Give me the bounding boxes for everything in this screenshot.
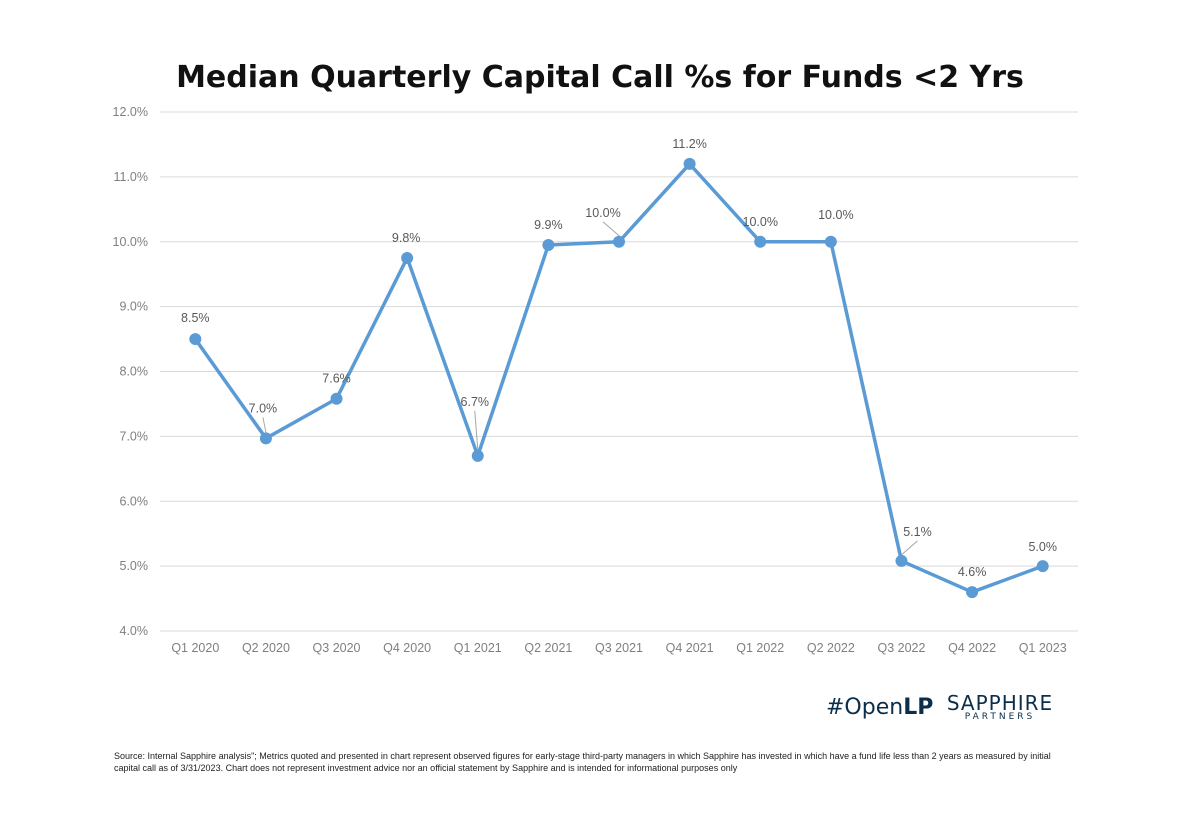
data-point — [824, 235, 837, 248]
data-point — [542, 238, 555, 251]
gridlines — [160, 111, 1078, 632]
x-tick-label: Q1 2020 — [171, 641, 219, 655]
sapphire-logo-name: SAPPHIRE — [947, 691, 1053, 715]
data-point — [471, 449, 484, 462]
y-axis-ticks: 4.0% 5.0% 6.0% 7.0% 8.0% 9.0% 10.0% 11.0% 12.0% — [113, 105, 148, 638]
leader-lines — [262, 221, 918, 556]
data-label: 9.8% — [392, 231, 421, 245]
svg-text:#OpenLP: #OpenLP — [826, 695, 933, 720]
x-tick-label: Q3 2022 — [877, 641, 925, 655]
y-tick-label: 4.0% — [120, 624, 149, 638]
sapphire-logo: SAPPHIRE PARTNERS — [947, 691, 1053, 722]
source-note: Source: Internal Sapphire analysis"; Met… — [114, 751, 1051, 773]
x-tick-label: Q3 2021 — [595, 641, 643, 655]
x-tick-label: Q1 2023 — [1019, 641, 1067, 655]
y-tick-label: 7.0% — [120, 429, 149, 443]
y-tick-label: 8.0% — [120, 365, 149, 379]
data-point — [1036, 560, 1049, 573]
data-label: 7.6% — [322, 372, 351, 386]
y-tick-label: 11.0% — [113, 170, 148, 184]
data-label: 5.0% — [1028, 540, 1057, 554]
x-tick-label: Q2 2020 — [242, 641, 290, 655]
data-label: 11.2% — [672, 137, 707, 151]
data-label: 7.0% — [249, 401, 278, 415]
data-point — [259, 432, 272, 445]
x-tick-label: Q2 2022 — [807, 641, 855, 655]
data-point — [966, 586, 979, 599]
x-tick-label: Q1 2021 — [454, 641, 502, 655]
y-tick-label: 9.0% — [120, 300, 149, 314]
data-point — [189, 333, 202, 346]
leader-line — [901, 540, 918, 556]
data-label: 5.1% — [903, 525, 932, 539]
data-label: 10.0% — [585, 206, 620, 220]
leader-line — [602, 221, 620, 237]
data-labels: 8.5% 7.0% 7.6% 9.8% 6.7% 9.9% 10.0% 11.2% 10.0% 1… — [181, 137, 1057, 579]
data-label: 9.9% — [534, 218, 563, 232]
x-tick-label: Q4 2020 — [383, 641, 431, 655]
data-point — [401, 251, 414, 264]
y-tick-label: 5.0% — [120, 559, 149, 573]
x-tick-label: Q1 2022 — [736, 641, 784, 655]
openlp-logo-bold: LP — [903, 695, 933, 720]
openlp-logo: #OpenLP — [826, 695, 933, 720]
leader-line — [474, 410, 479, 450]
data-label: 10.0% — [743, 215, 778, 229]
data-point — [613, 235, 625, 248]
chart-title: Median Quarterly Capital Call %s for Fun… — [176, 60, 1024, 95]
y-tick-label: 10.0% — [113, 235, 148, 249]
y-tick-label: 12.0% — [113, 105, 148, 119]
series — [189, 157, 1049, 599]
data-label: 8.5% — [181, 311, 210, 325]
data-label: 4.6% — [958, 565, 987, 579]
x-tick-label: Q2 2021 — [524, 641, 572, 655]
data-label: 6.7% — [461, 395, 490, 409]
openlp-logo-text: #Open — [826, 695, 903, 720]
sapphire-logo-sub: PARTNERS — [965, 712, 1036, 722]
data-point — [330, 392, 343, 405]
data-label: 10.0% — [818, 208, 853, 222]
x-tick-label: Q4 2022 — [948, 641, 996, 655]
data-point — [895, 554, 908, 567]
data-point — [754, 235, 767, 248]
data-point — [683, 157, 696, 170]
x-axis-ticks: Q1 2020 Q2 2020 Q3 2020 Q4 2020 Q1 2021 Q2 20… — [171, 641, 1066, 655]
x-tick-label: Q3 2020 — [313, 641, 361, 655]
x-tick-label: Q4 2021 — [666, 641, 714, 655]
y-tick-label: 6.0% — [120, 494, 149, 508]
leader-line — [262, 417, 267, 433]
